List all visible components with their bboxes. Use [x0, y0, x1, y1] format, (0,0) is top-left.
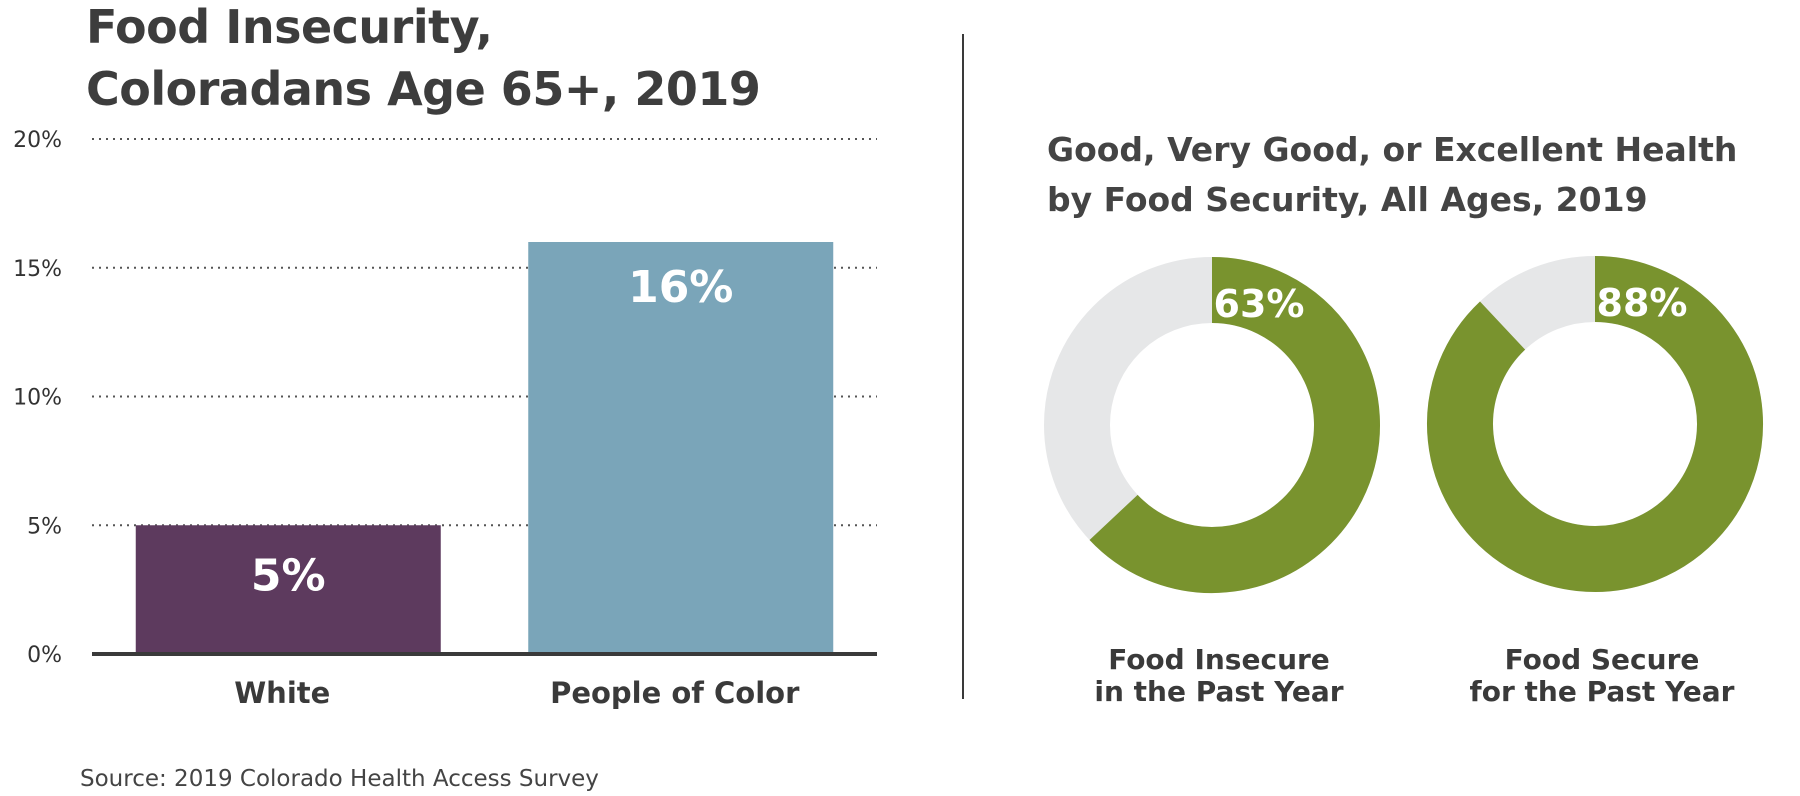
- bar: [528, 242, 834, 654]
- x-category-label: White: [234, 676, 330, 710]
- y-tick-label: 10%: [13, 386, 62, 411]
- donut-category-label: for the Past Year: [1470, 675, 1735, 708]
- donut-category-label: in the Past Year: [1094, 675, 1343, 708]
- donut-value-arc: [1427, 256, 1763, 592]
- donut-chart-title-line-1: Good, Very Good, or Excellent Health: [1047, 130, 1738, 169]
- y-tick-label: 20%: [13, 128, 62, 153]
- y-tick-label: 5%: [27, 514, 62, 539]
- donut-category-label: Food Insecure: [1108, 643, 1330, 676]
- section-divider: [962, 34, 964, 699]
- y-tick-label: 15%: [13, 257, 62, 282]
- bar-value-label: 5%: [251, 550, 326, 601]
- bar-chart-subtitle: Coloradans Age 65+, 2019: [86, 62, 761, 116]
- donut-value-label: 63%: [1214, 282, 1305, 326]
- donut-value-arc: [1089, 257, 1380, 593]
- donut-value-label: 88%: [1597, 281, 1688, 325]
- source-note: Source: 2019 Colorado Health Access Surv…: [80, 766, 599, 792]
- bar-chart-title: Food Insecurity,: [86, 0, 493, 54]
- bar-value-label: 16%: [628, 262, 733, 313]
- donut-chart-title-line-2: by Food Security, All Ages, 2019: [1047, 180, 1648, 219]
- y-tick-label: 0%: [27, 643, 62, 668]
- donut-category-label: Food Secure: [1505, 643, 1700, 676]
- x-category-label: People of Color: [550, 676, 800, 710]
- bar: [135, 525, 441, 654]
